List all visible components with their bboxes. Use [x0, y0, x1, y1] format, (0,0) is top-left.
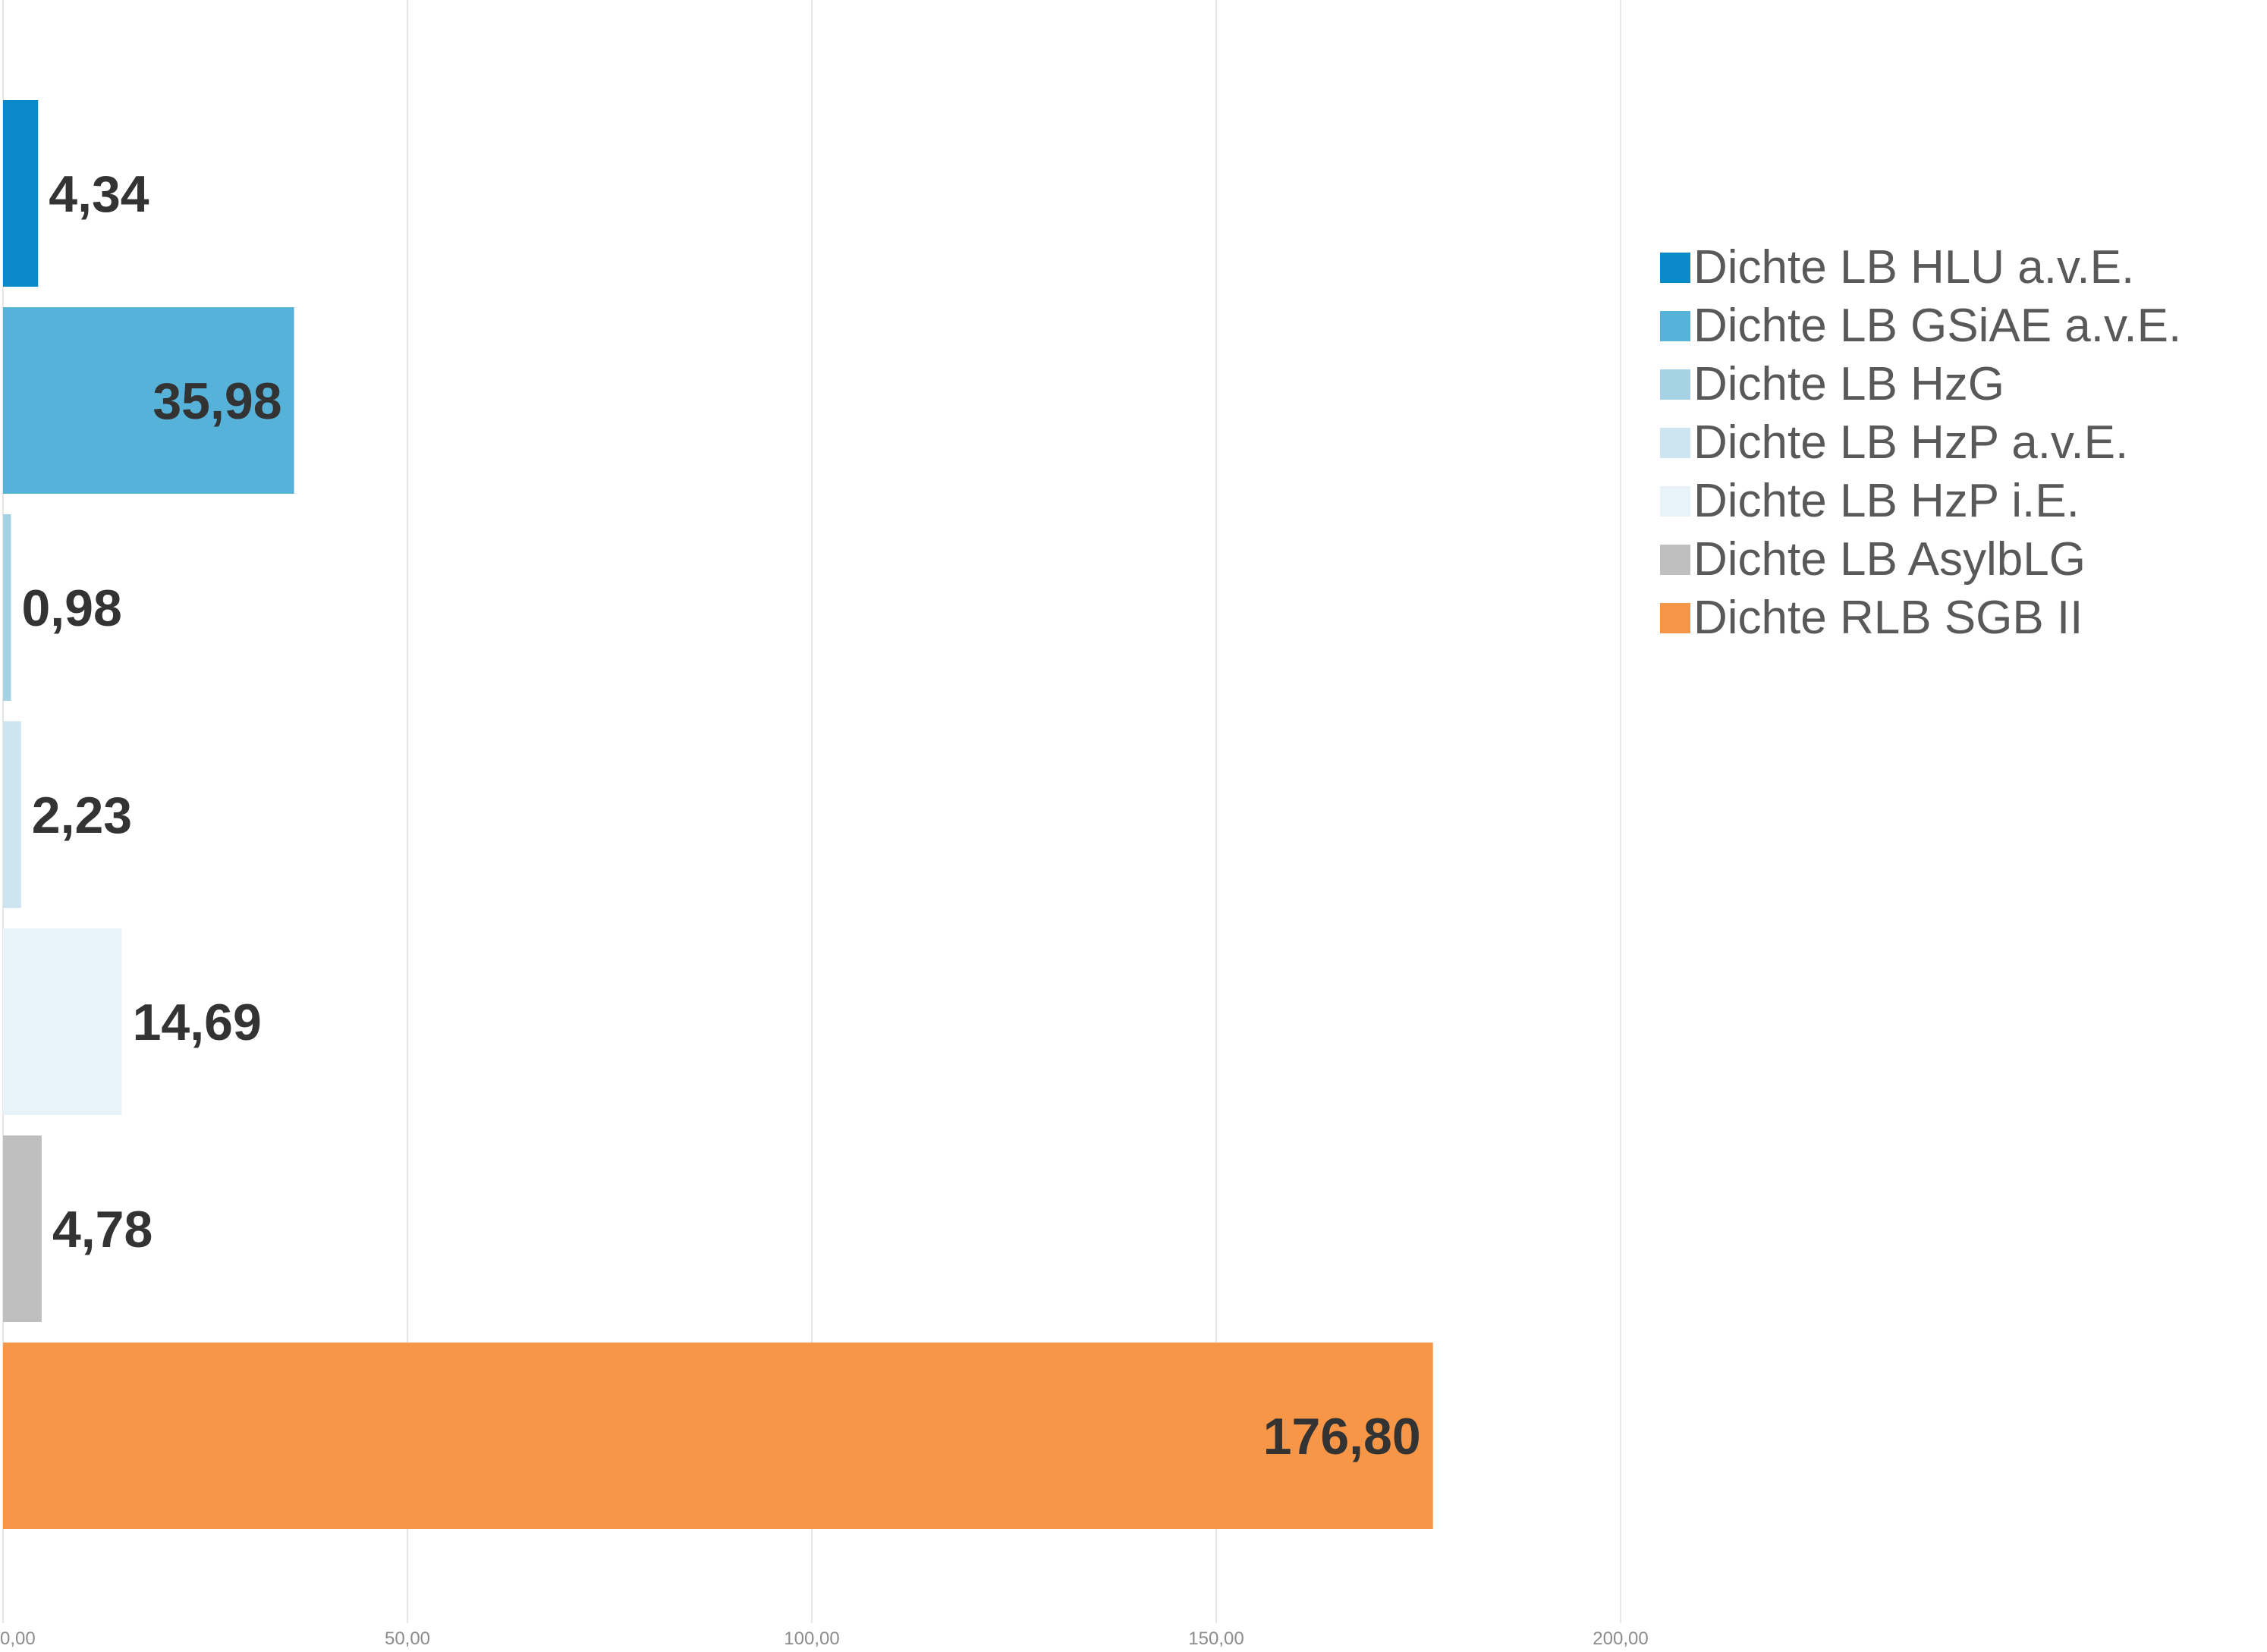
data-label: 14,69 — [133, 994, 262, 1051]
legend-label: Dichte RLB SGB II — [1693, 592, 2083, 644]
legend-swatch — [1660, 253, 1690, 283]
data-label: 0,98 — [21, 579, 121, 637]
bar — [3, 307, 294, 494]
data-label: 2,23 — [32, 787, 132, 844]
legend: Dichte LB HLU a.v.E. Dichte LB GSiAE a.v.… — [1660, 241, 2181, 644]
legend-swatch — [1660, 545, 1690, 575]
bar — [3, 1135, 42, 1322]
legend-swatch — [1660, 603, 1690, 633]
data-label: 35,98 — [152, 372, 281, 430]
data-label: 176,80 — [1263, 1408, 1421, 1465]
legend-label: Dichte LB HzP i.E. — [1693, 475, 2080, 527]
bar — [3, 100, 39, 287]
legend-swatch — [1660, 369, 1690, 400]
legend-label: Dichte LB HzP a.v.E. — [1693, 416, 2128, 469]
legend-label: Dichte LB AsylbLG — [1693, 533, 2086, 586]
x-tick-label: 50,00 — [385, 1628, 430, 1649]
data-label: 4,78 — [52, 1201, 152, 1258]
legend-label: Dichte LB GSiAE a.v.E. — [1693, 300, 2181, 352]
bar — [3, 1343, 1433, 1529]
bar — [3, 514, 11, 701]
x-axis-ticks: 0,00 50,00 100,00 150,00 200,00 — [0, 1628, 1649, 1649]
legend-swatch — [1660, 428, 1690, 458]
data-labels: 4,34 35,98 0,98 2,23 14,69 4,78 176,80 — [21, 165, 1420, 1465]
bar — [3, 721, 21, 908]
x-tick-label: 100,00 — [784, 1628, 839, 1649]
data-label: 4,34 — [49, 165, 149, 223]
legend-label: Dichte LB HLU a.v.E. — [1693, 241, 2134, 294]
legend-swatch — [1660, 486, 1690, 517]
bars — [3, 100, 1433, 1529]
x-tick-label: 150,00 — [1188, 1628, 1244, 1649]
legend-label: Dichte LB HzG — [1693, 358, 2004, 410]
x-tick-label: 200,00 — [1593, 1628, 1648, 1649]
x-tick-label: 0,00 — [0, 1628, 36, 1649]
bar — [3, 928, 122, 1115]
legend-swatch — [1660, 311, 1690, 341]
